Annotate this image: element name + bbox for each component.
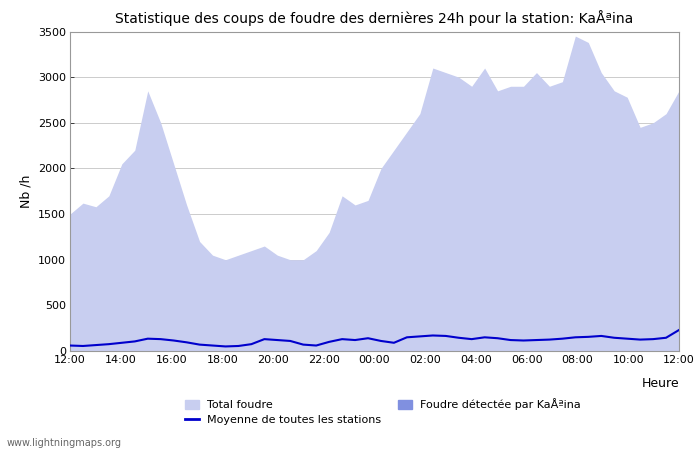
Text: www.lightningmaps.org: www.lightningmaps.org: [7, 438, 122, 448]
Y-axis label: Nb /h: Nb /h: [19, 175, 32, 208]
Text: Heure: Heure: [641, 377, 679, 390]
Legend: Total foudre, Moyenne de toutes les stations, Foudre détectée par KaÅªina: Total foudre, Moyenne de toutes les stat…: [186, 398, 581, 425]
Title: Statistique des coups de foudre des dernières 24h pour la station: KaÅªina: Statistique des coups de foudre des dern…: [116, 10, 634, 26]
